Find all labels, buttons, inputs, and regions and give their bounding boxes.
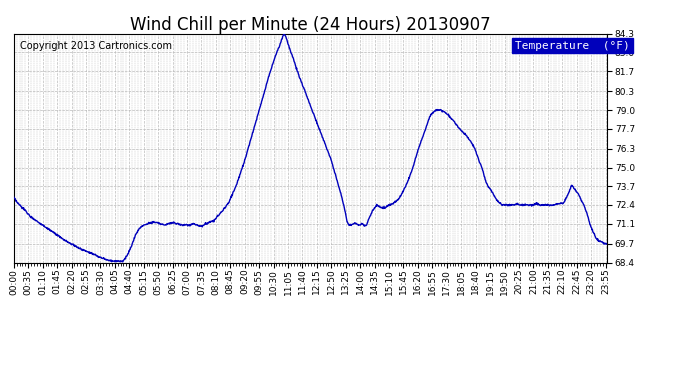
Title: Wind Chill per Minute (24 Hours) 20130907: Wind Chill per Minute (24 Hours) 2013090…: [130, 16, 491, 34]
Text: Temperature  (°F): Temperature (°F): [515, 40, 630, 51]
Text: Copyright 2013 Cartronics.com: Copyright 2013 Cartronics.com: [20, 40, 172, 51]
